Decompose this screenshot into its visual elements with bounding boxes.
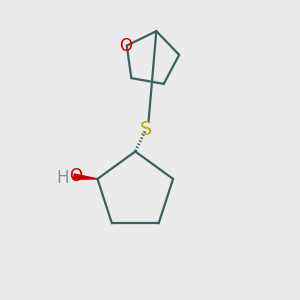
Text: H: H (56, 169, 69, 187)
Polygon shape (74, 174, 98, 179)
Text: O: O (119, 37, 132, 55)
Text: S: S (140, 121, 152, 140)
Text: O: O (69, 167, 82, 185)
